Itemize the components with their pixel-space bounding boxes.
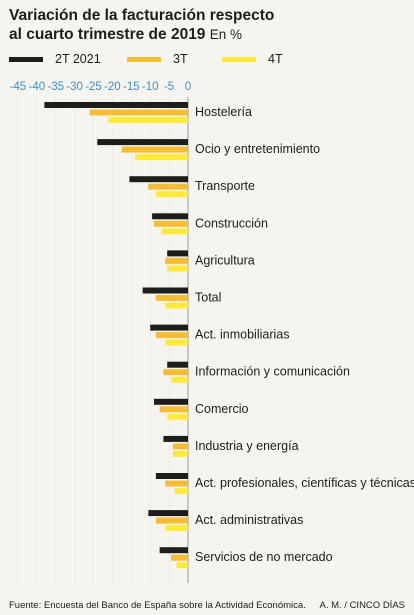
x-tick-label: -5 — [164, 81, 174, 93]
legend-swatch — [127, 56, 161, 62]
bar — [153, 220, 188, 227]
x-tick-label: -15 — [123, 81, 140, 93]
category-label: Act. profesionales, científicas y técnic… — [195, 476, 414, 490]
credit: A. M. / CINCO DÍAS — [319, 600, 405, 611]
bar — [170, 554, 188, 561]
chart-title-line2: al cuarto trimestre de 2019 En % — [9, 25, 409, 44]
bar — [174, 488, 188, 494]
bar — [167, 250, 188, 257]
x-tick-label: -35 — [47, 81, 64, 93]
category-label: Total — [195, 291, 221, 305]
bar — [155, 473, 188, 479]
bar — [167, 265, 188, 272]
bar — [172, 443, 188, 450]
legend-item: 2T 2021 — [9, 52, 101, 66]
bar — [165, 257, 188, 264]
bar — [129, 176, 188, 183]
bar — [159, 406, 188, 413]
bar — [108, 117, 188, 123]
bar — [165, 480, 188, 487]
category-label: Servicios de no mercado — [195, 550, 333, 564]
legend-label: 2T 2021 — [55, 52, 101, 66]
bar — [155, 517, 188, 524]
category-label: Información y comunicación — [195, 365, 350, 379]
category-label: Ocio y entretenimiento — [195, 142, 320, 156]
x-tick-label: 0 — [185, 81, 191, 93]
category-label: Hostelería — [195, 105, 252, 119]
bar — [167, 413, 188, 420]
bar — [155, 191, 188, 198]
category-label: Transporte — [195, 179, 255, 193]
bar — [44, 102, 188, 108]
legend-label: 4T — [268, 52, 283, 66]
bar — [170, 376, 188, 383]
x-tick-label: -25 — [85, 81, 102, 93]
bar — [165, 525, 188, 532]
bar — [148, 510, 188, 517]
category-label: Act. inmobiliarias — [195, 328, 289, 342]
bar — [135, 154, 188, 161]
bar — [97, 139, 188, 146]
x-tick-label: -30 — [66, 81, 83, 93]
category-label: Industria y energía — [195, 439, 299, 453]
chart-title-line1: Variación de la facturación respecto — [9, 7, 275, 24]
bar — [89, 109, 188, 116]
category-label: Construcción — [195, 216, 268, 230]
bar — [165, 302, 188, 309]
x-tick-label: -45 — [10, 81, 27, 93]
legend-swatch — [9, 56, 43, 62]
chart-legend: 2T 2021 3T 4T — [0, 52, 414, 70]
source-note: Fuente: Encuesta del Banco de España sob… — [9, 600, 306, 611]
bar — [150, 324, 188, 331]
bar — [152, 213, 188, 220]
bar — [176, 562, 188, 569]
bar — [161, 228, 188, 235]
category-label: Agricultura — [195, 253, 255, 267]
chart-title-line2-text: al cuarto trimestre de 2019 — [9, 26, 206, 43]
category-label: Act. administrativas — [195, 513, 303, 527]
bar — [148, 183, 188, 190]
bar — [159, 547, 188, 554]
category-label: Comercio — [195, 402, 249, 416]
bar — [155, 295, 188, 301]
chart-unit: En % — [209, 27, 243, 42]
bar — [163, 369, 188, 376]
bar — [155, 332, 188, 339]
bar — [165, 339, 188, 346]
footer: Fuente: Encuesta del Banco de España sob… — [9, 600, 405, 611]
legend-label: 3T — [173, 52, 188, 66]
bar-chart: -45 -40 -35 -30 -25 -20 -15 -10 -5 0 Hostelería Oci… — [10, 81, 414, 583]
bar — [121, 146, 188, 153]
legend-swatch — [222, 56, 256, 62]
x-tick-label: -20 — [104, 81, 121, 93]
bar — [167, 361, 188, 368]
x-tick-label: -40 — [28, 81, 45, 93]
x-tick-label: -10 — [142, 81, 159, 93]
legend-item: 4T — [222, 52, 283, 66]
bar — [172, 450, 188, 457]
legend-item: 3T — [127, 52, 188, 66]
chart-title: Variación de la facturación respecto al … — [9, 6, 409, 44]
bar — [153, 398, 188, 405]
bar — [142, 287, 188, 294]
bar — [163, 435, 188, 442]
